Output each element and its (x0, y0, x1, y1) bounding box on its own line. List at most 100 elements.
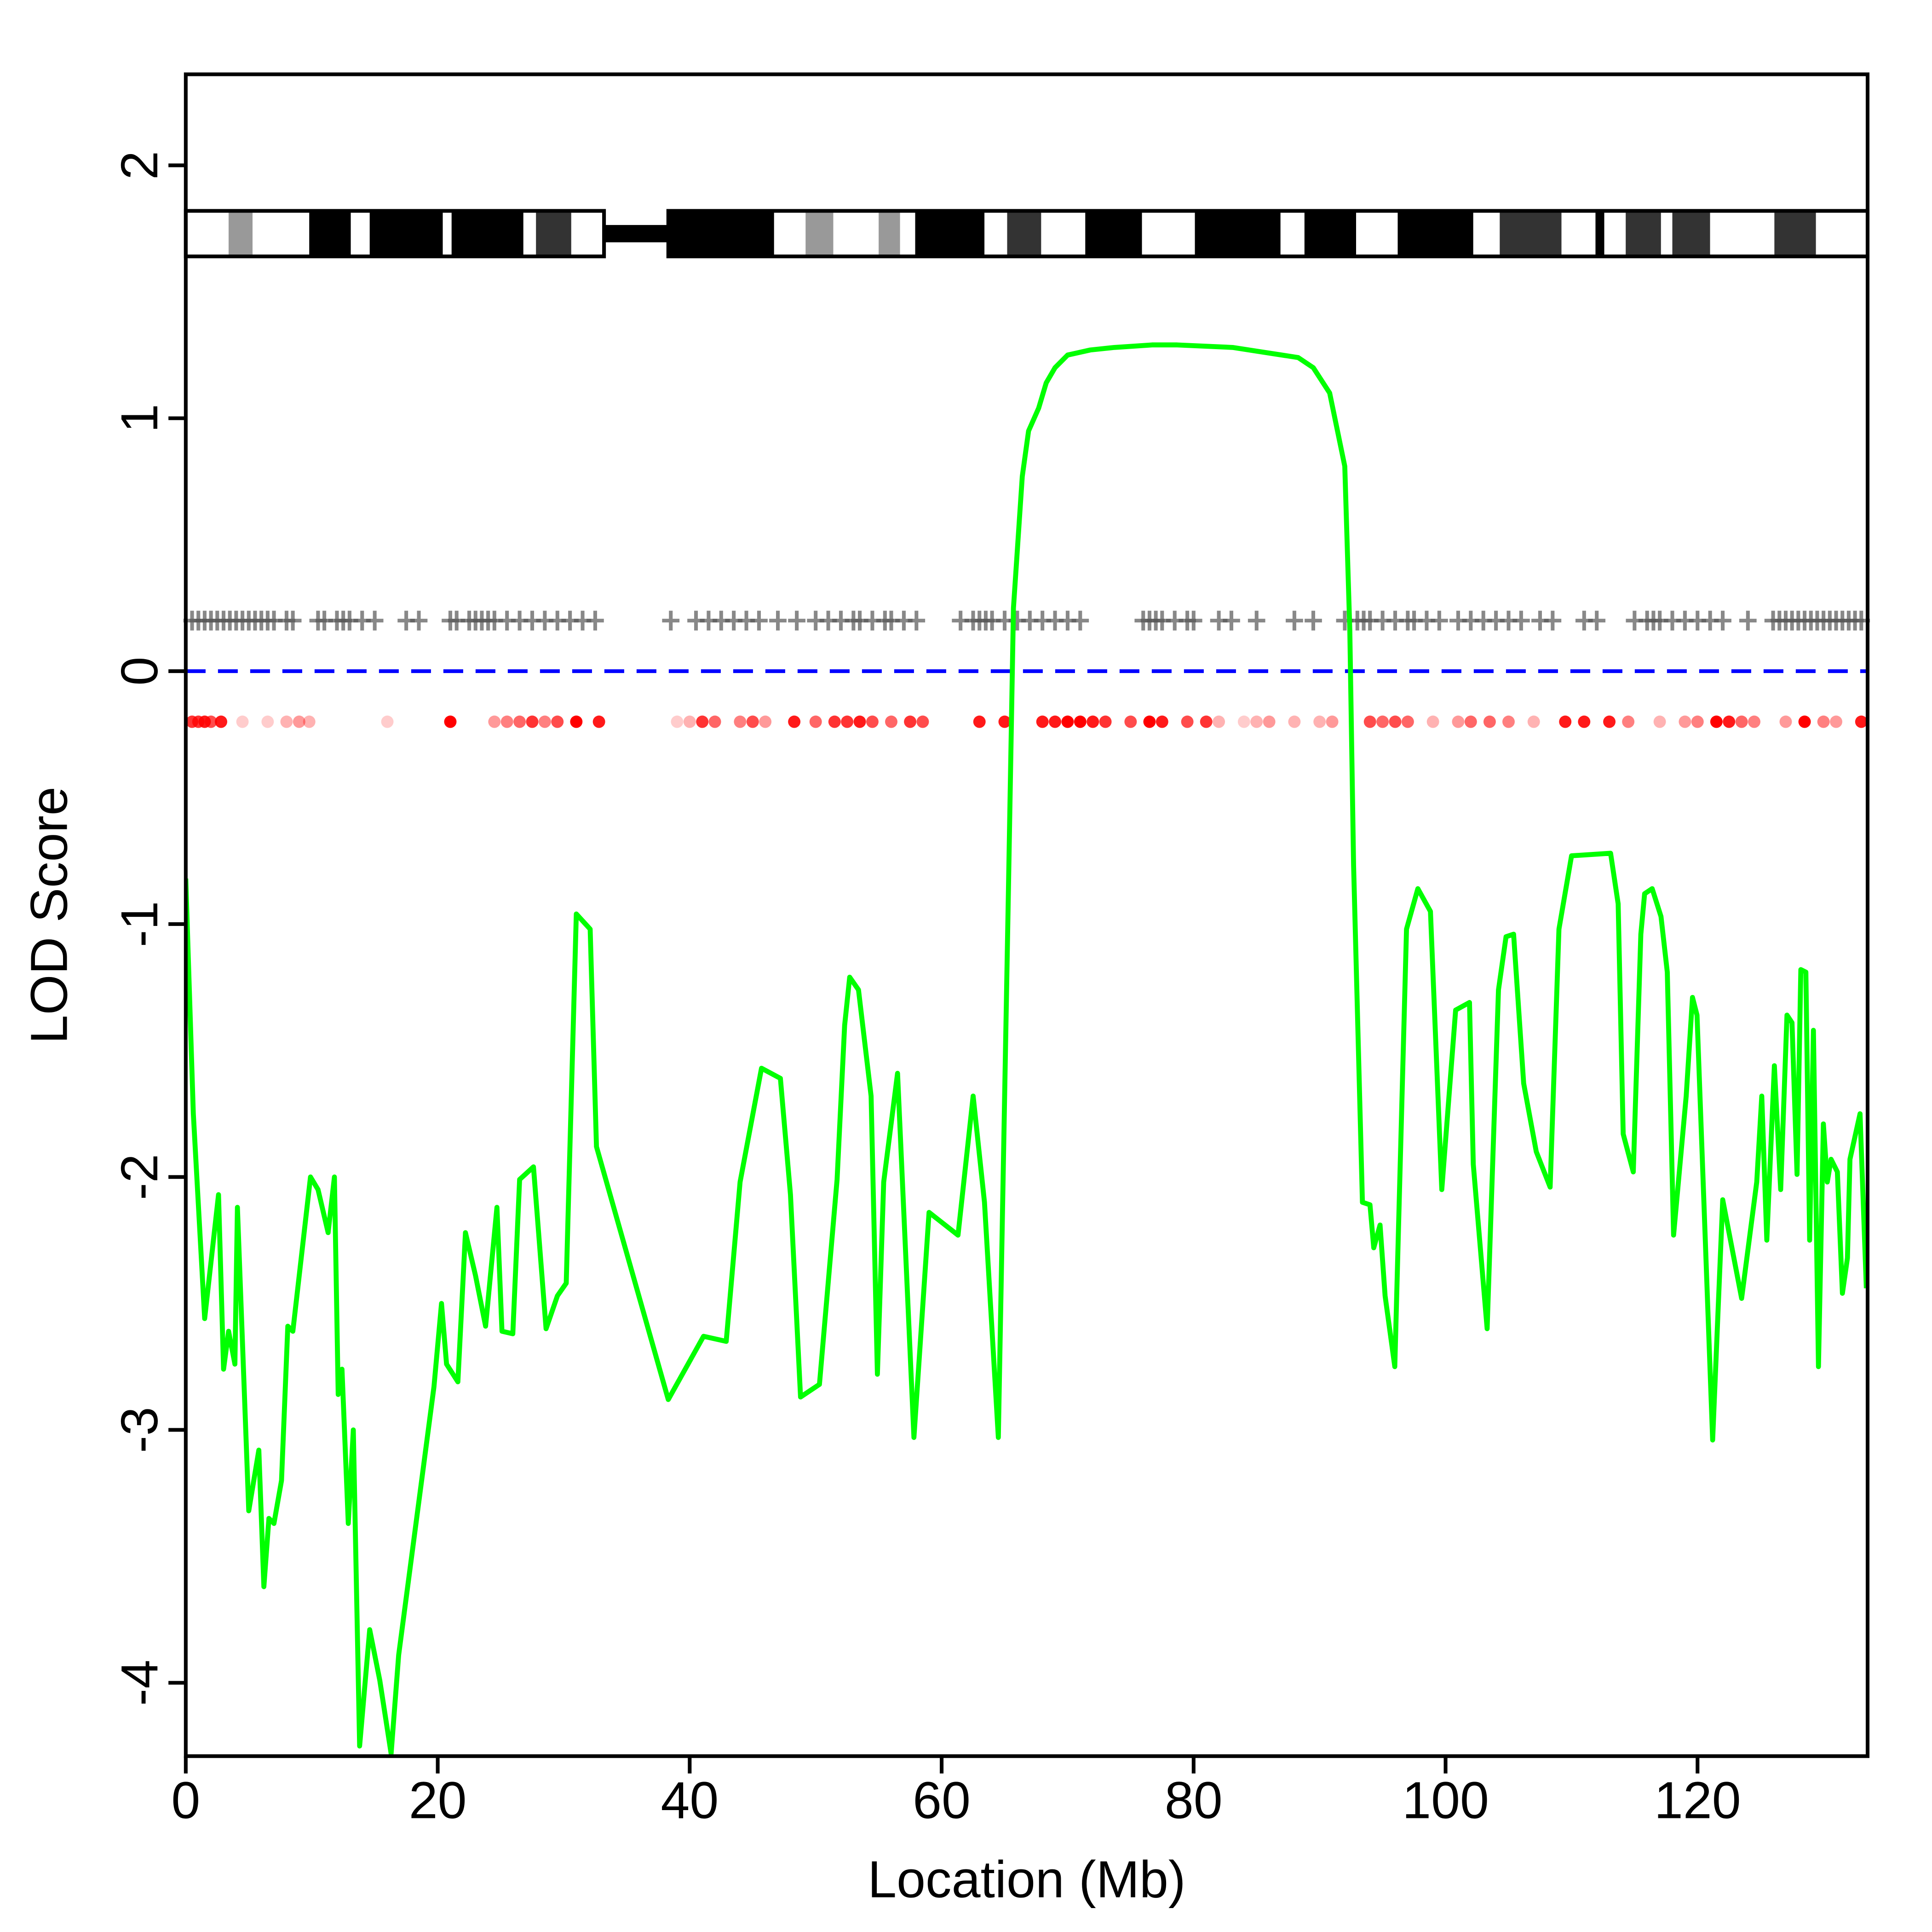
ideogram-band (668, 211, 774, 257)
dot (570, 715, 583, 728)
dot (1087, 715, 1099, 728)
ideogram-band (228, 211, 253, 257)
dot (683, 715, 696, 728)
dot (1653, 715, 1666, 728)
dot (1830, 715, 1842, 728)
marker-cross (1248, 610, 1265, 631)
dot (444, 715, 457, 728)
ideogram-band (984, 211, 1007, 257)
ideogram-band (805, 211, 834, 257)
dot (1326, 715, 1339, 728)
ideogram-band (1397, 211, 1473, 257)
ideogram-band (1356, 211, 1398, 257)
ideogram-band (1561, 211, 1596, 257)
dot (1710, 715, 1723, 728)
ideogram-band (1816, 211, 1868, 257)
dot (853, 715, 866, 728)
y-tick-label: -2 (110, 1154, 168, 1200)
dot (1288, 715, 1301, 728)
x-tick-label: 20 (409, 1771, 467, 1829)
dot (885, 715, 897, 728)
dot (1622, 715, 1635, 728)
dot (280, 715, 293, 728)
dot (236, 715, 249, 728)
dot (904, 715, 917, 728)
ideogram-band (351, 211, 370, 257)
ideogram-band (1626, 211, 1661, 257)
dot (1578, 715, 1591, 728)
y-tick-label: -1 (110, 901, 168, 948)
marker-cross (586, 610, 604, 631)
dot (809, 715, 822, 728)
dot (1049, 715, 1062, 728)
ideogram-band (1142, 211, 1195, 257)
dot (1723, 715, 1736, 728)
ideogram-band (451, 211, 523, 257)
ideogram-band (1774, 211, 1816, 257)
dot (1237, 715, 1250, 728)
marker-cross (1286, 610, 1303, 631)
dot (916, 715, 929, 728)
dot (513, 715, 526, 728)
dot (1061, 715, 1074, 728)
dot (1735, 715, 1748, 728)
x-tick-label: 120 (1654, 1771, 1741, 1829)
y-tick-label: 2 (110, 151, 168, 180)
marker-cross (1739, 610, 1757, 631)
marker-cross (1071, 610, 1089, 631)
dot (1124, 715, 1137, 728)
ideogram-band (1304, 211, 1357, 257)
x-tick-label: 0 (171, 1771, 200, 1829)
dot (500, 715, 513, 728)
marker-cross (366, 610, 384, 631)
ideogram-band (900, 211, 915, 257)
dot (746, 715, 759, 728)
marker-cross (788, 610, 805, 631)
dot (1389, 715, 1402, 728)
ideogram-band (1280, 211, 1305, 257)
dot (1817, 715, 1830, 728)
marker-cross (769, 610, 787, 631)
dot (1213, 715, 1225, 728)
dot (1748, 715, 1760, 728)
y-tick-label: -3 (110, 1407, 168, 1453)
dot (1527, 715, 1540, 728)
dot (759, 715, 772, 728)
dot (1074, 715, 1087, 728)
ideogram-band (443, 211, 452, 257)
ideogram-band (523, 211, 536, 257)
lod-line (185, 342, 1868, 1756)
y-tick-label: 0 (110, 657, 168, 686)
dot (1143, 715, 1156, 728)
ideogram-band (879, 211, 900, 257)
dot (671, 715, 684, 728)
marker-cross (410, 610, 428, 631)
ideogram-band (536, 211, 571, 257)
dot (488, 715, 501, 728)
dot (1313, 715, 1326, 728)
dot (1200, 715, 1213, 728)
x-tick-label: 40 (661, 1771, 719, 1829)
ideogram-band (185, 211, 226, 257)
plot-frame (184, 72, 1870, 1758)
dot (1603, 715, 1616, 728)
ideogram-band (1007, 211, 1041, 257)
marker-cross (1512, 610, 1530, 631)
ideogram-band (1710, 211, 1775, 257)
x-tick-label: 60 (913, 1771, 971, 1829)
dot (1559, 715, 1572, 728)
x-tick-label: 100 (1402, 1771, 1489, 1829)
dot (1099, 715, 1112, 728)
marker-cross (908, 610, 926, 631)
dot (261, 715, 274, 728)
ideogram-band (915, 211, 985, 257)
dot (1679, 715, 1691, 728)
dot (1483, 715, 1496, 728)
ideogram-band (1085, 211, 1142, 257)
ideogram-band (1041, 211, 1086, 257)
dot (734, 715, 747, 728)
x-tick-label: 80 (1165, 1771, 1223, 1829)
marker-cross (1305, 610, 1322, 631)
